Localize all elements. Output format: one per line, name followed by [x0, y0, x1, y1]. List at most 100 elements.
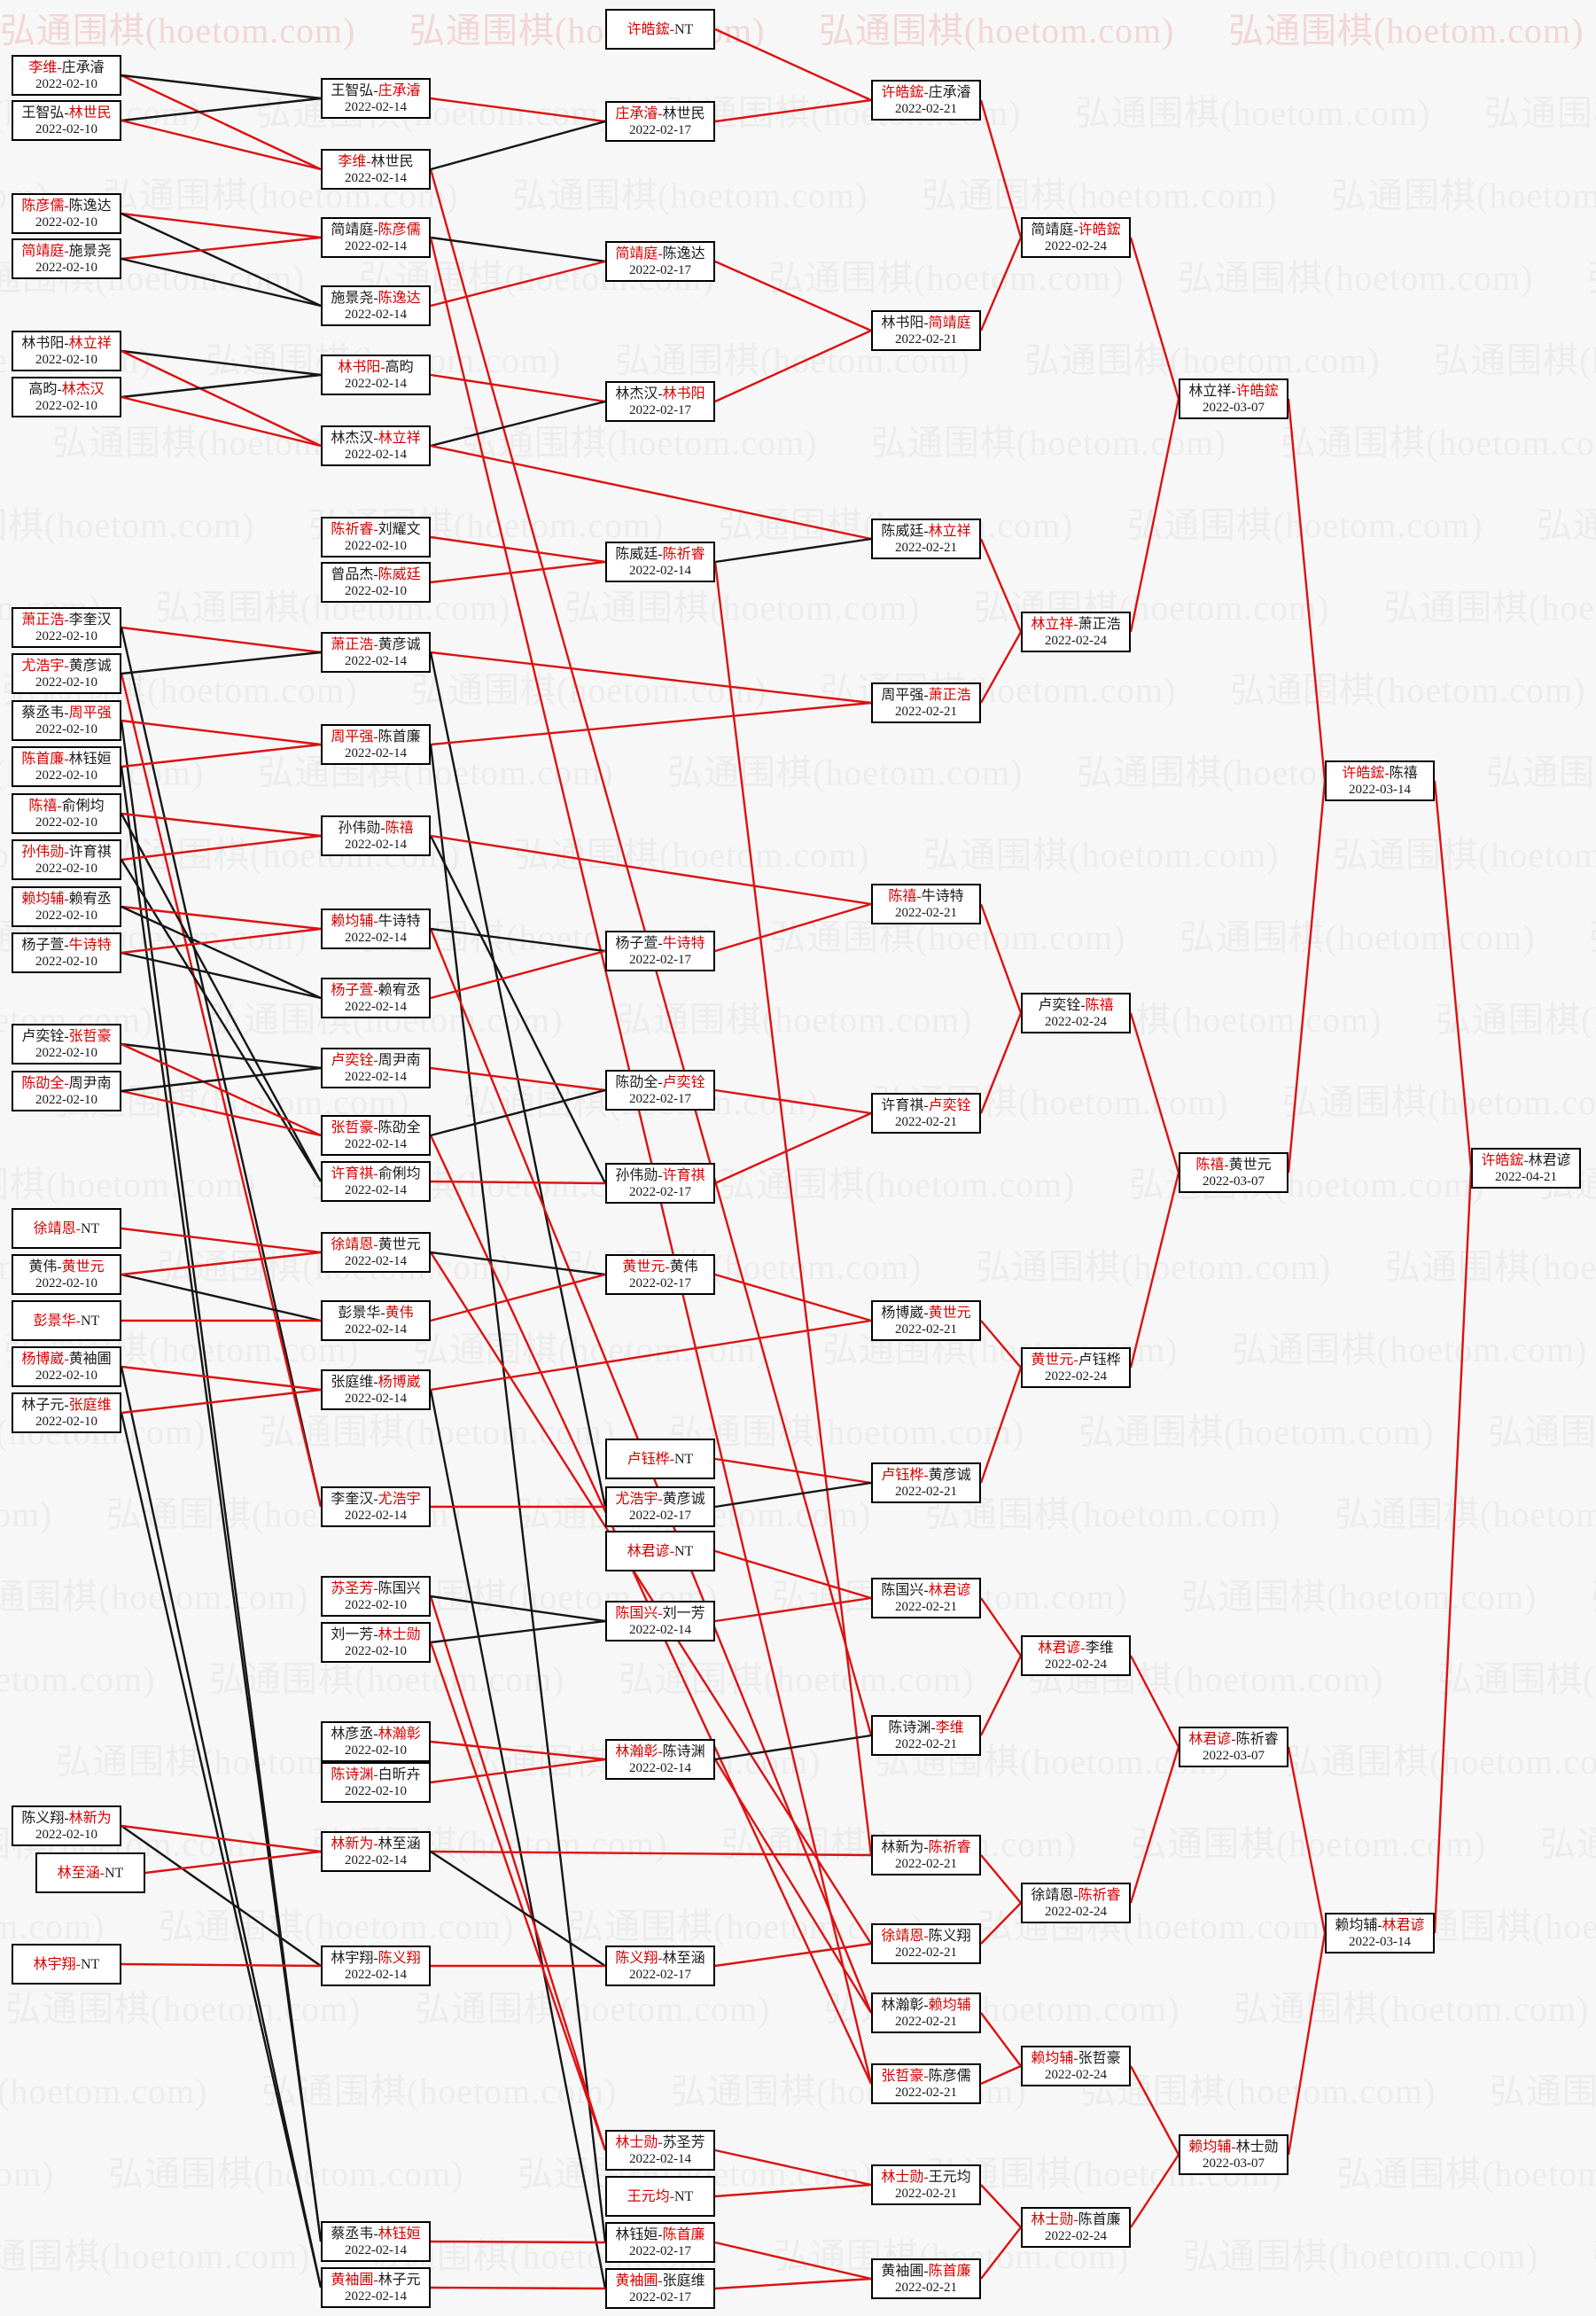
- connector-line: [121, 212, 322, 308]
- player-name: 陈逸达: [378, 291, 421, 306]
- connector-line: [121, 927, 322, 955]
- match-title: 王智弘-林世民: [13, 105, 120, 121]
- connector-line: [1433, 780, 1473, 1169]
- dash-separator: -: [1224, 1158, 1229, 1173]
- match-box: 陈义翔-林至涵 2022-02-17: [605, 1946, 715, 1986]
- player-name: 施景尧: [331, 291, 374, 306]
- watermark-text: 弘通围棋(hoetom.com): [1385, 1247, 1596, 1287]
- connector-line: [1129, 1746, 1180, 1904]
- match-box: 林君谚-李维 2022-02-24: [1021, 1635, 1131, 1676]
- player-name: 陈义翔: [928, 1929, 971, 1944]
- match-box: 黄袖圃-林子元 2022-02-14: [321, 2267, 431, 2308]
- match-title: 卢奕铨-周尹南: [323, 1052, 429, 1069]
- match-date: 2022-02-21: [895, 1857, 957, 1871]
- match-box: 孙伟勋-陈禧 2022-02-14: [321, 815, 431, 856]
- connector-line: [430, 834, 872, 906]
- connector-line: [121, 1227, 322, 1254]
- match-box: 卢奕铨-张哲豪 2022-02-10: [12, 1024, 121, 1064]
- match-date: 2022-02-14: [345, 838, 407, 852]
- dash-separator: -: [373, 222, 378, 238]
- match-box: 林杰汉-林书阳 2022-02-17: [605, 381, 715, 422]
- dash-separator: -: [57, 60, 62, 75]
- connector-line: [430, 701, 872, 746]
- player-name: 黄伟: [669, 1259, 698, 1275]
- match-box: 林君谚-NT: [605, 1531, 715, 1571]
- player-name: 蔡丞韦: [331, 2226, 374, 2242]
- match-title: 徐靖恩-陈祈睿: [1023, 1887, 1129, 1904]
- player-name: 卢奕铨: [1038, 998, 1081, 1013]
- player-name: 赖均辅: [331, 914, 374, 929]
- player-name: 林钰姮: [68, 752, 112, 767]
- player-name: 陈逸达: [662, 246, 705, 261]
- dash-separator: -: [75, 1957, 81, 1972]
- match-box: 徐靖恩-NT: [12, 1208, 121, 1249]
- match-date: 2022-02-21: [895, 705, 957, 719]
- connector-line: [429, 835, 607, 1184]
- match-date: 2022-02-21: [895, 541, 957, 555]
- match-date: 2022-02-14: [629, 1623, 691, 1637]
- connector-line: [121, 349, 322, 377]
- watermark-text: 弘通围棋(hoetom.com): [411, 670, 767, 710]
- match-box: 陈诗渊-李维 2022-02-21: [871, 1715, 981, 1756]
- watermark-text: 弘通围棋(hoetom.com): [1080, 2071, 1436, 2111]
- player-name: 陈祈睿: [331, 522, 374, 537]
- match-box: 周平强-萧正浩 2022-02-21: [871, 682, 981, 723]
- watermark-text: 弘通围棋(hoetom.com): [1486, 753, 1596, 792]
- connector-line: [121, 74, 322, 100]
- connector-line: [980, 2226, 1022, 2280]
- match-date: 2022-02-21: [895, 1322, 957, 1337]
- player-name: 杨子萱: [615, 936, 658, 951]
- match-title: 许皓鋐-陈禧: [1327, 765, 1433, 782]
- match-date: 2022-02-10: [35, 353, 97, 367]
- match-title: 周平强-陈首廉: [323, 729, 429, 745]
- connector-line: [430, 1180, 606, 1185]
- dash-separator: -: [373, 1951, 378, 1966]
- player-name: 尤浩宇: [615, 1492, 658, 1507]
- match-box: 简靖庭-施景尧 2022-02-10: [12, 238, 121, 279]
- match-date: 2022-02-14: [345, 2243, 407, 2258]
- match-box: 许育祺-俞俐均 2022-02-14: [321, 1161, 431, 1202]
- connector-line: [121, 1824, 322, 1853]
- player-name: 周平强: [331, 729, 374, 745]
- match-box: 杨子萱-牛诗特 2022-02-10: [12, 932, 121, 973]
- dash-separator: -: [923, 316, 929, 331]
- match-title: 林瀚彰-赖均辅: [873, 1997, 979, 2014]
- watermark-text: 弘通围棋(hoetom.com): [720, 1165, 1076, 1205]
- watermark-text: 弘通围棋(hoetom.com): [1336, 2154, 1596, 2194]
- match-date: 2022-02-14: [345, 931, 407, 945]
- player-name: 陈威廷: [881, 524, 924, 539]
- match-title: 周平强-萧正浩: [873, 687, 979, 704]
- player-name: 陈诗渊: [662, 1744, 705, 1759]
- match-title: 陈诗渊-白昕卉: [323, 1766, 429, 1783]
- watermark-text: 弘通围棋(hoetom.com): [922, 175, 1278, 215]
- player-name: 牛诗特: [378, 914, 421, 929]
- watermark-text: 弘通围棋(hoetom.com): [1282, 1082, 1596, 1122]
- match-date: 2022-02-14: [629, 564, 691, 578]
- connector-line: [714, 1734, 872, 1761]
- match-title: 陈禧-牛诗特: [873, 888, 979, 905]
- match-box: 卢奕铨-陈禧 2022-02-24: [1021, 993, 1131, 1033]
- player-name: 庄承濬: [61, 60, 105, 75]
- dash-separator: -: [64, 336, 69, 351]
- watermark-text: 弘通围棋(hoetom.com): [261, 2071, 618, 2111]
- dash-separator: -: [373, 914, 378, 929]
- match-date: 2022-02-10: [345, 539, 407, 553]
- player-name: 王智弘: [331, 83, 374, 98]
- match-date: 2022-02-14: [345, 654, 407, 668]
- player-name: 林立祥: [68, 336, 112, 351]
- match-box: 黄世元-卢钰桦 2022-02-24: [1021, 1347, 1131, 1388]
- match-date: 2022-02-14: [345, 377, 407, 391]
- connector-line: [121, 1042, 322, 1137]
- connector-line: [121, 1089, 322, 1137]
- match-box: 陈义翔-林新为 2022-02-10: [12, 1805, 121, 1846]
- player-name: 许育祺: [331, 1166, 374, 1181]
- connector-line: [714, 98, 872, 123]
- watermark-text: 弘通围棋(hoetom.com): [1587, 249, 1596, 300]
- dash-separator: -: [923, 1306, 929, 1321]
- dash-separator: -: [658, 386, 663, 402]
- connector-line: [714, 1273, 872, 1322]
- match-box: 林子元-张庭维 2022-02-10: [12, 1392, 121, 1433]
- dash-separator: -: [64, 938, 69, 953]
- player-name: 李维: [1085, 1641, 1114, 1656]
- match-title: 陈祈睿-刘耀文: [323, 521, 429, 538]
